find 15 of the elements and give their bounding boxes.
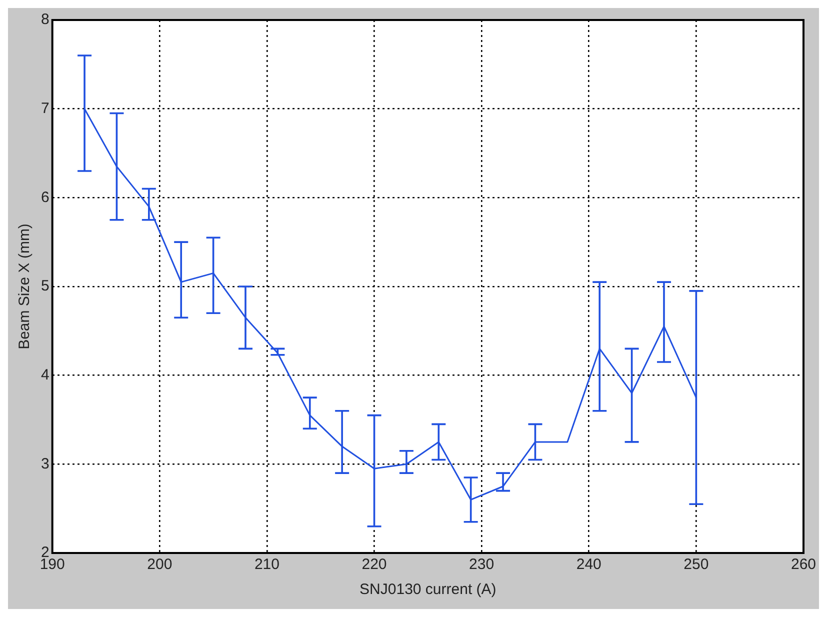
y-tick-label: 8: [41, 11, 50, 28]
x-tick-label: 230: [469, 556, 494, 574]
x-tick-label: 200: [147, 556, 172, 574]
y-tick-label: 3: [41, 455, 50, 472]
y-tick-label: 6: [41, 188, 50, 206]
x-axis-title: SNJ0130 current (A): [360, 581, 496, 598]
y-tick-label: 5: [41, 278, 50, 295]
x-tick-label: 220: [362, 556, 387, 574]
x-tick-label: 210: [254, 556, 280, 574]
x-tick-label: 240: [576, 556, 602, 574]
x-tick-label: 250: [684, 556, 709, 574]
x-tick-label: 260: [790, 556, 816, 574]
y-tick-label: 7: [41, 100, 50, 117]
y-axis-title: Beam Size X (mm): [16, 224, 34, 350]
y-tick-label: 4: [41, 366, 50, 384]
